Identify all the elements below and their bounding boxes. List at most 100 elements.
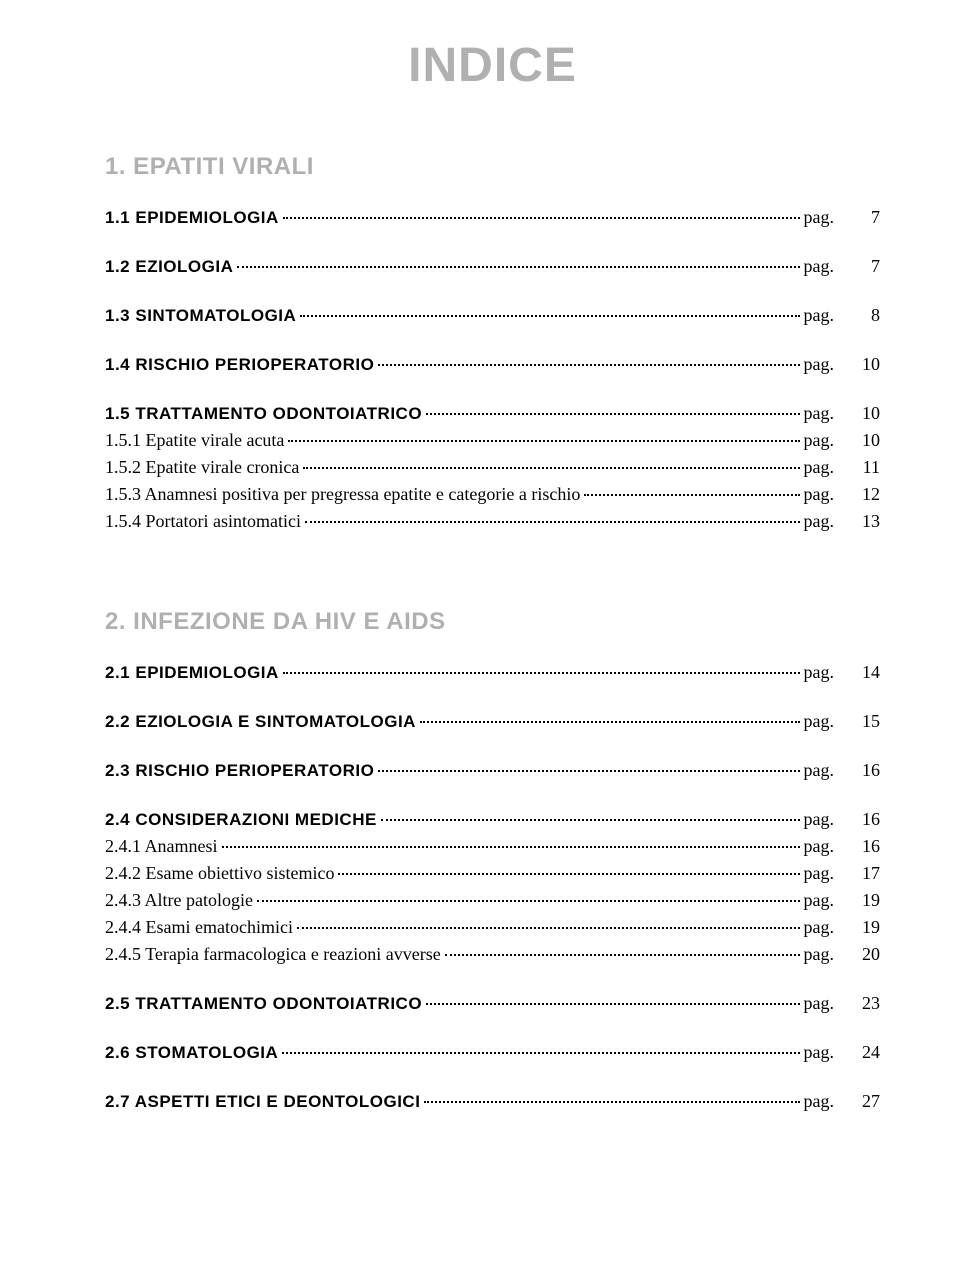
toc-section-row: 2.1 EPIDEMIOLOGIA pag. 14 [105,662,880,683]
page-number: 16 [852,809,880,830]
pag-label: pag. [804,944,835,965]
section-label: 1.3 SINTOMATOLOGIA [105,306,296,326]
chapter-title: 2. INFEZIONE DA HIV E AIDS [105,608,880,636]
subsection-label: 2.4.1 Anamnesi [105,836,218,857]
section-label: 2.7 ASPETTI ETICI E DEONTOLOGICI [105,1092,420,1112]
page-number: 10 [852,430,880,451]
toc-section-row: 2.5 TRATTAMENTO ODONTOIATRICO pag. 23 [105,993,880,1014]
pag-label: pag. [804,890,835,911]
toc-section-row: 2.6 STOMATOLOGIA pag. 24 [105,1042,880,1063]
subsection-label: 2.4.3 Altre patologie [105,890,253,911]
dot-leader [283,672,800,674]
pag-label: pag. [804,809,835,830]
dot-leader [378,364,799,366]
pag-label: pag. [804,760,835,781]
pag-label: pag. [804,256,835,277]
toc-section-row: 2.2 EZIOLOGIA E SINTOMATOLOGIA pag. 15 [105,711,880,732]
subsection-label: 1.5.1 Epatite virale acuta [105,430,284,451]
page-number: 8 [852,305,880,326]
pag-label: pag. [804,711,835,732]
dot-leader [420,721,800,723]
toc-section-row: 1.5 TRATTAMENTO ODONTOIATRICO pag. 10 [105,403,880,424]
section-label: 1.1 EPIDEMIOLOGIA [105,208,279,228]
dot-leader [378,770,799,772]
pag-label: pag. [804,354,835,375]
dot-leader [222,846,800,848]
page-number: 19 [852,890,880,911]
page-number: 7 [852,256,880,277]
section-label: 2.5 TRATTAMENTO ODONTOIATRICO [105,994,422,1014]
toc-subsection-row: 1.5.4 Portatori asintomatici pag. 13 [105,511,880,532]
pag-label: pag. [804,207,835,228]
pag-label: pag. [804,457,835,478]
pag-label: pag. [804,662,835,683]
dot-leader [288,440,799,442]
toc-subsection-row: 1.5.2 Epatite virale cronica pag. 11 [105,457,880,478]
dot-leader [381,819,800,821]
page-number: 27 [852,1091,880,1112]
pag-label: pag. [804,305,835,326]
toc-subsection-row: 1.5.1 Epatite virale acutapag.10 [105,430,880,451]
subsection-label: 1.5.3 Anamnesi positiva per pregressa ep… [105,484,580,505]
dot-leader [297,927,800,929]
dot-leader [282,1052,799,1054]
dot-leader [424,1101,799,1103]
page-number: 14 [852,662,880,683]
pag-label: pag. [804,511,835,532]
subsection-group: 2.4.1 Anamnesipag.162.4.2 Esame obiettiv… [105,836,880,965]
toc-section-row: 2.3 RISCHIO PERIOPERATORIOpag.16 [105,760,880,781]
page-number: 16 [852,760,880,781]
dot-leader [426,413,799,415]
subsection-label: 1.5.4 Portatori asintomatici [105,511,301,532]
section-label: 1.2 EZIOLOGIA [105,257,233,277]
page-number: 15 [852,711,880,732]
page-number: 13 [852,511,880,532]
subsection-label: 2.4.5 Terapia farmacologica e reazioni a… [105,944,441,965]
toc-section-row: 1.3 SINTOMATOLOGIA pag. 8 [105,305,880,326]
document-title: INDICE [105,38,880,93]
pag-label: pag. [804,1042,835,1063]
dot-leader [584,494,799,496]
pag-label: pag. [804,863,835,884]
toc-subsection-row: 2.4.4 Esami ematochimicipag.19 [105,917,880,938]
page-number: 17 [852,863,880,884]
page-number: 24 [852,1042,880,1063]
page-number: 23 [852,993,880,1014]
dot-leader [237,266,799,268]
page-number: 12 [852,484,880,505]
chapter-title: 1. EPATITI VIRALI [105,153,880,181]
dot-leader [283,217,800,219]
toc-section-row: 1.2 EZIOLOGIA pag. 7 [105,256,880,277]
page-number: 7 [852,207,880,228]
section-label: 2.4 CONSIDERAZIONI MEDICHE [105,810,377,830]
dot-leader [257,900,800,902]
section-label: 2.6 STOMATOLOGIA [105,1043,278,1063]
dot-leader [305,521,800,523]
page-number: 20 [852,944,880,965]
page-number: 19 [852,917,880,938]
section-label: 2.1 EPIDEMIOLOGIA [105,663,279,683]
subsection-label: 1.5.2 Epatite virale cronica [105,457,299,478]
toc-section-row: 1.4 RISCHIO PERIOPERATORIO pag. 10 [105,354,880,375]
pag-label: pag. [804,484,835,505]
page-number: 10 [852,403,880,424]
section-label: 2.2 EZIOLOGIA E SINTOMATOLOGIA [105,712,416,732]
dot-leader [445,954,800,956]
pag-label: pag. [804,993,835,1014]
page-number: 10 [852,354,880,375]
subsection-group: 1.5.1 Epatite virale acutapag.101.5.2 Ep… [105,430,880,532]
toc-subsection-row: 2.4.3 Altre patologie pag. 19 [105,890,880,911]
toc-subsection-row: 2.4.2 Esame obiettivo sistemico pag. 17 [105,863,880,884]
toc-subsection-row: 1.5.3 Anamnesi positiva per pregressa ep… [105,484,880,505]
pag-label: pag. [804,403,835,424]
table-of-contents: 1. EPATITI VIRALI1.1 EPIDEMIOLOGIApag.71… [105,153,880,1112]
toc-subsection-row: 2.4.1 Anamnesipag.16 [105,836,880,857]
dot-leader [300,315,799,317]
chapter-separator [105,560,880,608]
section-label: 1.5 TRATTAMENTO ODONTOIATRICO [105,404,422,424]
page-number: 11 [852,457,880,478]
subsection-label: 2.4.2 Esame obiettivo sistemico [105,863,334,884]
section-label: 1.4 RISCHIO PERIOPERATORIO [105,355,374,375]
dot-leader [303,467,799,469]
pag-label: pag. [804,836,835,857]
